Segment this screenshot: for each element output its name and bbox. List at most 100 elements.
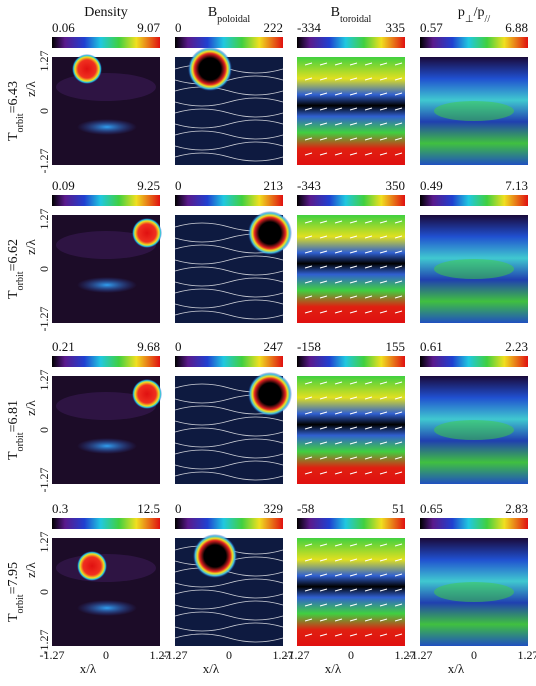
y-axis-label: z/λ [23,399,38,415]
x-tick-label: 0 [471,648,477,662]
panel [420,538,528,646]
x-tick-label: -1.27 [285,648,310,662]
panel [52,215,162,323]
o-point [193,534,237,578]
text-part: B [208,5,217,20]
x-tick-label: 0 [226,648,232,662]
y-tick-label: 0 [37,427,51,433]
colorbar-min: 0 [175,20,182,35]
column-title: Density [84,5,128,20]
panel [52,54,160,165]
colorbar-max: 213 [264,178,284,193]
y-tick-label: 1.27 [37,370,51,391]
text-part: orbit [15,594,26,613]
panel [52,376,162,484]
colorbar [175,518,283,529]
colorbar-min: 0.3 [52,501,68,516]
o-point [248,211,292,255]
colorbar-max: 6.88 [505,20,528,35]
colorbar-min: -158 [297,339,321,354]
colorbar [297,195,405,206]
panel-bg [297,538,405,646]
colorbar [420,37,528,48]
hot-spot [132,218,162,248]
y-tick-label: 1.27 [37,532,51,553]
colorbar-min: 0.65 [420,501,443,516]
colorbar [420,195,528,206]
colorbar [297,37,405,48]
colorbar-min: -334 [297,20,321,35]
colorbar-max: 9.68 [137,339,160,354]
hot-spot [72,54,102,84]
colorbar-max: 350 [386,178,406,193]
panel [175,211,292,323]
colorbar-min: 0.49 [420,178,443,193]
x-axis-label: x/λ [80,661,97,676]
column-title: Btoroidal [331,5,372,25]
colorbar-max: 9.07 [137,20,160,35]
text-part: toroidal [340,14,372,25]
colorbar [175,195,283,206]
colorbar-max: 2.83 [505,501,528,516]
colorbar-max: 7.13 [505,178,528,193]
colorbar-min: 0.57 [420,20,443,35]
y-tick-label: -1.27 [37,468,51,493]
y-tick-label: 1.27 [37,209,51,230]
panel-bg [297,57,405,165]
text-part: orbit [15,432,26,451]
y-tick-label: -1.27 [37,149,51,174]
colorbar [175,37,283,48]
x-axis-label: x/λ [448,661,465,676]
x-tick-label: -1.27 [40,648,65,662]
colorbar-max: 155 [386,339,406,354]
panel [420,376,528,484]
colorbar [297,356,405,367]
colorbar-min: 0.09 [52,178,75,193]
panel [297,376,405,484]
feature [77,119,137,135]
panel [175,47,283,165]
colorbar-max: 247 [264,339,284,354]
colorbar [52,195,160,206]
x-axis-label: x/λ [325,661,342,676]
text-part: orbit [15,271,26,290]
colorbar [420,518,528,529]
panel-bg [297,215,405,323]
y-tick-label: 0 [37,589,51,595]
panel [420,57,528,165]
y-axis-label: z/λ [23,238,38,254]
colorbar-max: 335 [386,20,406,35]
colorbar [175,356,283,367]
text-part: ⊥ [465,14,474,25]
colorbar-max: 12.5 [137,501,160,516]
column-title: p⊥/p// [458,5,490,25]
feature [77,277,137,293]
o-point [248,372,292,416]
panel-bg [297,376,405,484]
panel [175,372,292,484]
panel [175,534,283,646]
y-tick-label: 1.27 [37,51,51,72]
x-tick-label: -1.27 [408,648,433,662]
y-axis-label: z/λ [23,80,38,96]
colorbar [420,356,528,367]
text-part: poloidal [217,14,250,25]
colorbar-min: 0.06 [52,20,75,35]
text-part: /p [474,5,485,20]
text-part: orbit [15,113,26,132]
y-axis-label: z/λ [23,561,38,577]
feature [434,420,514,440]
colorbar-max: 2.23 [505,339,528,354]
panel [297,57,405,165]
panel [297,538,405,646]
colorbar-min: 0 [175,501,182,516]
text-part: =7.95 [6,562,21,594]
text-part: p [458,5,465,20]
colorbar [297,518,405,529]
feature [434,101,514,121]
panel [420,215,528,323]
x-axis-label: x/λ [203,661,220,676]
colorbar-min: -343 [297,178,321,193]
colorbar [52,37,160,48]
